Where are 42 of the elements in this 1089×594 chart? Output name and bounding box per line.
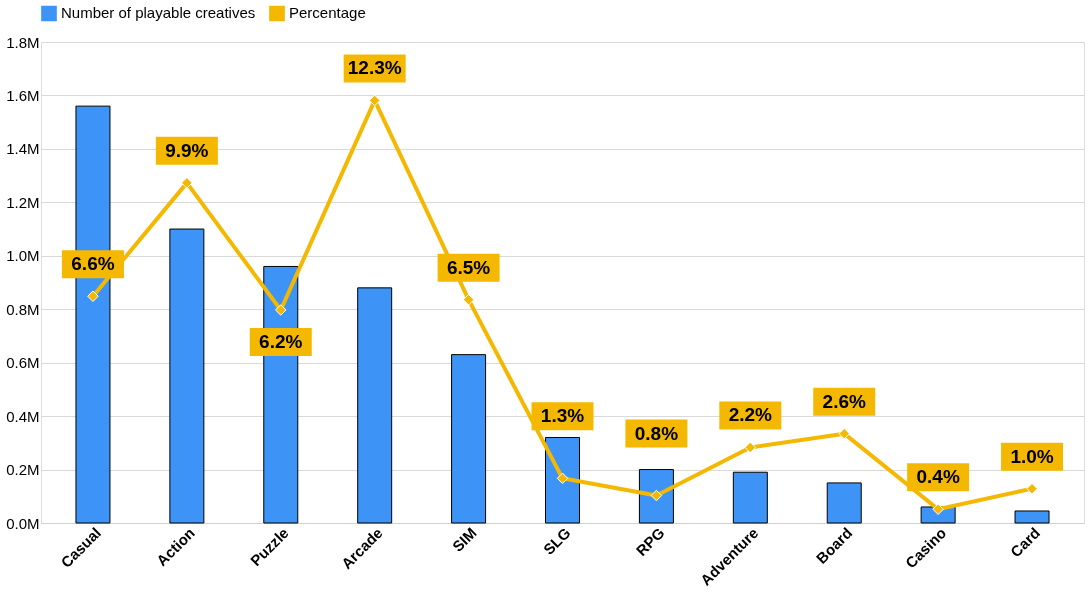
point: [838, 427, 850, 440]
data-label: 1.0%: [1010, 445, 1054, 467]
point: [462, 293, 475, 306]
data-label: 9.9%: [165, 139, 209, 161]
data-label: 2.6%: [822, 390, 866, 412]
data-label: 0.8%: [634, 422, 679, 444]
x-tick-label: SIM: [448, 524, 480, 555]
bar: [169, 228, 205, 524]
y-tick-label: 1.6M: [6, 86, 40, 104]
y-tick-label: 0.6M: [6, 354, 40, 372]
point: [87, 290, 99, 302]
y-tick-label: 1.0M: [6, 247, 40, 265]
x-tick-label: SLG: [539, 524, 574, 558]
data-label: 6.6%: [71, 253, 115, 275]
y-tick-label: 1.2M: [6, 193, 40, 211]
bar: [451, 354, 487, 524]
y-tick-label: 1.4M: [6, 140, 40, 158]
point: [275, 304, 287, 316]
y-tick-label: 1.8M: [6, 33, 40, 51]
data-label: 2.2%: [728, 404, 773, 426]
point: [650, 489, 663, 502]
y-tick-label: 0.4M: [6, 407, 40, 425]
bar: [732, 471, 768, 524]
bar: [826, 482, 862, 524]
data-label: 6.2%: [259, 330, 303, 352]
point: [556, 472, 569, 485]
point: [744, 441, 757, 454]
data-label: 1.3%: [540, 405, 585, 427]
data-label: 6.5%: [446, 256, 491, 278]
data-label: 12.3%: [347, 57, 402, 79]
bar: [357, 287, 393, 524]
point: [368, 94, 381, 107]
y-tick-label: 0.2M: [6, 461, 40, 479]
legend-label: Percentage: [289, 4, 366, 22]
bar: [545, 436, 580, 524]
bar: [1014, 510, 1050, 524]
point: [1026, 482, 1038, 495]
legend-label: Number of playable creatives: [61, 4, 256, 22]
y-tick-label: 0.8M: [6, 300, 40, 318]
y-tick-label: 0.0M: [6, 514, 40, 532]
point: [181, 177, 193, 189]
data-label: 0.4%: [916, 466, 960, 488]
